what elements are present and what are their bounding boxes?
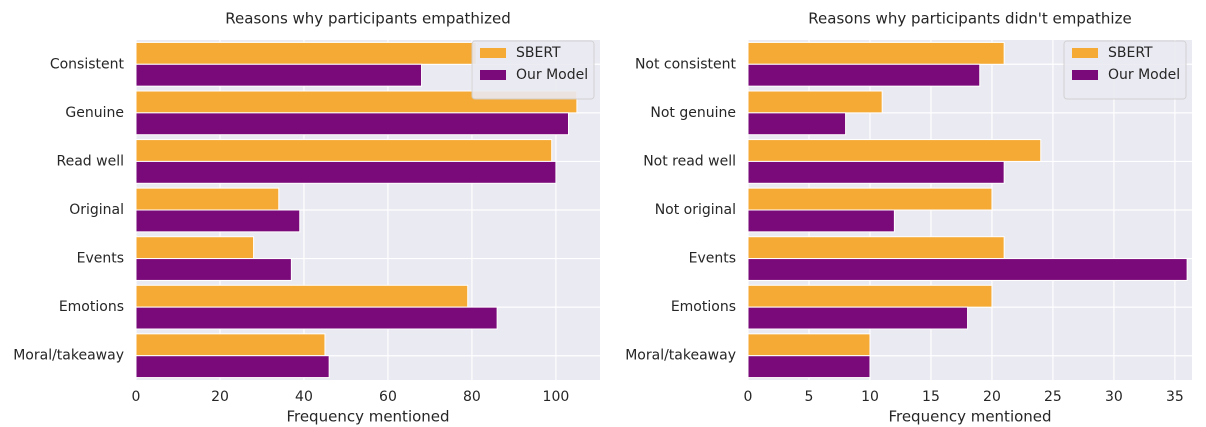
legend-swatch: [480, 48, 506, 58]
legend-label: SBERT: [516, 45, 561, 61]
y-tick-label: Emotions: [671, 299, 736, 315]
bar: [747, 139, 1042, 162]
bar: [747, 355, 871, 379]
bar: [747, 236, 1005, 260]
legend-swatch: [480, 70, 506, 80]
legend-swatch: [1072, 70, 1098, 80]
x-tick-label: 10: [861, 389, 879, 405]
bar: [135, 258, 292, 281]
legend-label: Our Model: [516, 67, 588, 83]
bar: [135, 112, 570, 136]
y-tick-label: Emotions: [59, 299, 124, 315]
bar: [135, 41, 477, 65]
bar: [135, 139, 553, 162]
bar: [135, 63, 423, 87]
x-axis-label: Frequency mentioned: [888, 408, 1051, 426]
legend-label: SBERT: [1108, 45, 1153, 61]
x-tick-label: 0: [744, 389, 753, 405]
y-tick-label: Read well: [57, 153, 124, 169]
bar: [747, 187, 993, 211]
bar: [747, 306, 969, 330]
bar: [135, 306, 498, 330]
y-tick-label: Not genuine: [650, 105, 736, 121]
y-tick-label: Moral/takeaway: [625, 348, 736, 364]
x-tick-label: 80: [463, 389, 481, 405]
bar: [135, 236, 255, 260]
bar: [747, 90, 883, 114]
bar: [747, 112, 847, 136]
x-tick-label: 100: [543, 389, 570, 405]
bar: [747, 160, 1005, 184]
bar: [747, 258, 1188, 281]
bar: [747, 63, 981, 87]
x-tick-label: 40: [295, 389, 313, 405]
bar: [135, 333, 326, 357]
bar: [135, 284, 469, 308]
x-axis-label: Frequency mentioned: [286, 408, 449, 426]
y-tick-label: Original: [69, 202, 124, 218]
y-tick-label: Not original: [655, 202, 736, 218]
legend-label: Our Model: [1108, 67, 1180, 83]
x-tick-label: 25: [1044, 389, 1062, 405]
y-tick-label: Not read well: [643, 153, 736, 169]
y-tick-label: Events: [77, 251, 124, 267]
bar: [135, 160, 557, 184]
x-tick-label: 20: [211, 389, 229, 405]
bar: [135, 355, 330, 379]
y-tick-label: Not consistent: [635, 56, 737, 72]
x-tick-label: 0: [132, 389, 141, 405]
bar: [747, 284, 993, 308]
bar: [135, 209, 301, 233]
legend-swatch: [1072, 48, 1098, 58]
chart-title: Reasons why participants empathized: [225, 10, 510, 28]
x-tick-label: 30: [1105, 389, 1123, 405]
x-tick-label: 60: [379, 389, 397, 405]
bar: [747, 209, 895, 233]
x-tick-label: 15: [922, 389, 940, 405]
bar: [747, 333, 871, 357]
y-tick-label: Events: [689, 251, 736, 267]
chart-title: Reasons why participants didn't empathiz…: [808, 10, 1131, 28]
bar: [135, 187, 280, 211]
y-tick-label: Moral/takeaway: [13, 348, 124, 364]
y-tick-label: Genuine: [65, 105, 124, 121]
bar: [747, 41, 1005, 65]
x-tick-label: 5: [805, 389, 814, 405]
y-tick-label: Consistent: [50, 56, 125, 72]
x-tick-label: 20: [983, 389, 1001, 405]
x-tick-label: 35: [1166, 389, 1184, 405]
